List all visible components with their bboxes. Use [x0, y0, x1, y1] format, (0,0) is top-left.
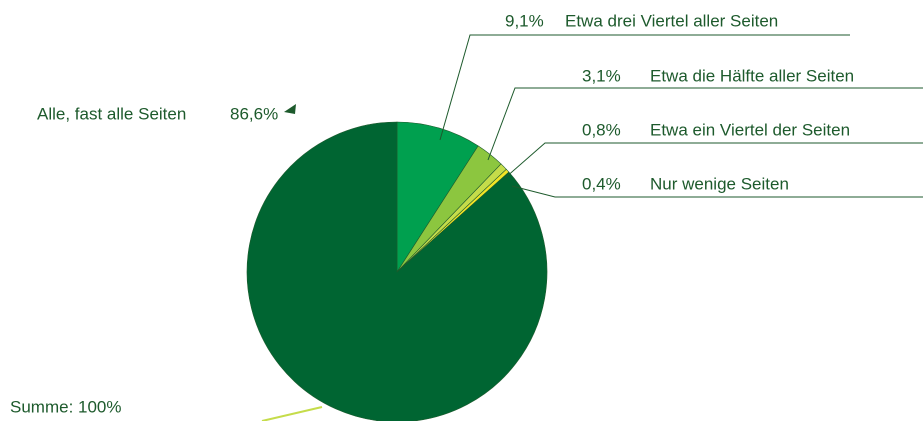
leader-line: [487, 87, 923, 161]
category-label: Etwa drei Viertel aller Seiten: [565, 11, 778, 30]
pie-slice: [246, 121, 548, 421]
category-label: Etwa ein Viertel der Seiten: [650, 120, 850, 139]
marker: [284, 104, 296, 114]
pie-slice: [396, 121, 479, 274]
category-label: Alle, fast alle Seiten: [37, 104, 186, 123]
category-label: Nur wenige Seiten: [650, 174, 789, 193]
leader-line: [504, 142, 923, 179]
value-label: 0,8%: [582, 120, 621, 139]
value-label: 0,4%: [582, 174, 621, 193]
value-label: 86,6%: [230, 104, 278, 123]
annotation-line: [261, 406, 323, 421]
value-label: 3,1%: [582, 66, 621, 85]
category-label: Etwa die Hälfte aller Seiten: [650, 66, 854, 85]
value-label: 9,1%: [505, 11, 544, 30]
annotation: Summe: 100%: [10, 397, 122, 416]
leader-line: [511, 185, 923, 198]
leader-line: [439, 34, 850, 141]
